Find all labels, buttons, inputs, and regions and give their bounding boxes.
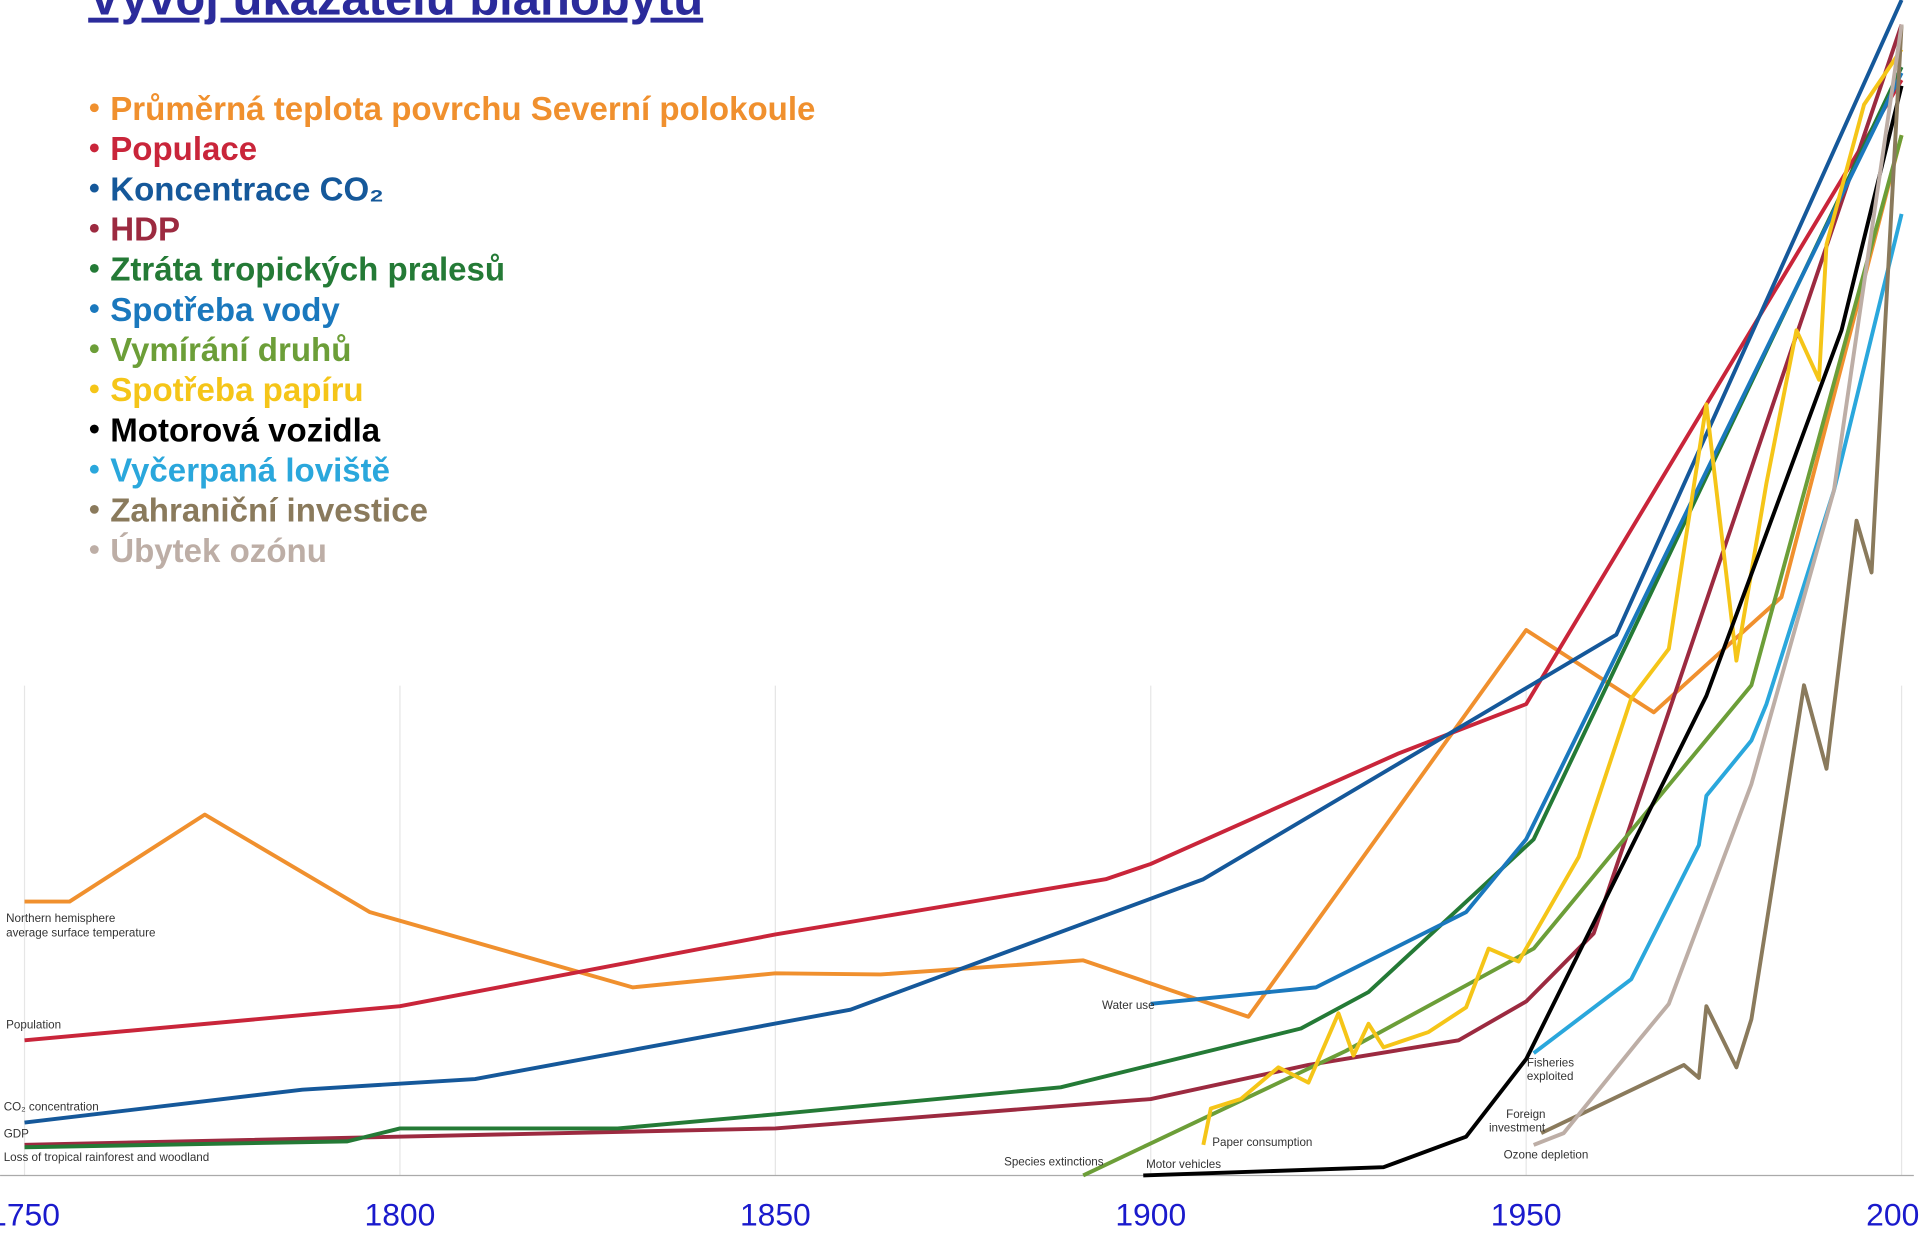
series-label: Ozone depletion: [1504, 1148, 1589, 1161]
legend-entry: Koncentrace CO₂: [110, 171, 384, 208]
legend-bullet: [89, 304, 99, 313]
legend-entry: Populace: [110, 131, 257, 168]
x-tick-label: 1800: [365, 1197, 436, 1233]
series-label: investment: [1489, 1121, 1546, 1134]
legend-entry: Vymírání druhů: [110, 332, 351, 369]
x-tick-label: 1750: [0, 1197, 60, 1233]
series-label: exploited: [1527, 1070, 1574, 1083]
legend-bullet: [89, 464, 99, 474]
series-label: CO₂ concentration: [4, 1101, 99, 1114]
legend-entry: Spotřeba vody: [110, 292, 340, 329]
series-label: Loss of tropical rainforest and woodland: [4, 1151, 210, 1164]
x-tick-label: 1900: [1115, 1197, 1186, 1233]
chart-title: Vývoj ukazatelů blahobytu: [88, 0, 703, 26]
series-line: [24, 134, 1904, 1019]
x-tick-label: 2000: [1866, 1197, 1920, 1233]
series-line: [1143, 85, 1904, 1178]
series-line: [1532, 24, 1904, 1147]
legend-bullet: [89, 263, 99, 273]
legend-bullet: [89, 384, 99, 394]
series-label: Northern hemisphere: [6, 912, 115, 925]
legend-bullet: [89, 344, 99, 354]
legend-bullet: [89, 504, 99, 514]
x-tick-label: 1950: [1491, 1197, 1562, 1233]
series-label: Motor vehicles: [1146, 1158, 1221, 1171]
series-label: Fisheries: [1527, 1056, 1574, 1069]
legend-bullet: [89, 223, 99, 233]
series-line: [24, 66, 1904, 1150]
legend-entry: Průměrná teplota povrchu Severní polokou…: [110, 91, 815, 128]
legend-bullet: [89, 424, 99, 434]
legend-bullet: [89, 183, 99, 193]
series-label: Foreign: [1506, 1108, 1545, 1121]
legend-entry: Zahraniční investice: [110, 493, 428, 530]
plot: [0, 0, 1914, 1178]
legend-entry: HDP: [110, 211, 180, 248]
legend-bullet: [89, 103, 99, 113]
series-label: Paper consumption: [1212, 1136, 1312, 1149]
series-label: average surface temperature: [6, 927, 155, 940]
legend-bullet: [89, 143, 99, 153]
series-label: Species extinctions: [1004, 1156, 1104, 1169]
legend-entry: Vyčerpaná loviště: [110, 452, 390, 489]
legend-bullet: [89, 545, 99, 554]
legend-entry: Ztráta tropických pralesů: [110, 252, 505, 289]
series-line: [1540, 24, 1904, 1135]
series-label: GDP: [4, 1127, 29, 1140]
legend-entry: Spotřeba papíru: [110, 372, 363, 409]
series-label: Water use: [1102, 999, 1155, 1012]
series-line: [1201, 48, 1904, 1146]
legend-entry: Úbytek ozónu: [110, 532, 327, 570]
series-line: [24, 78, 1904, 1043]
legend-entry: Motorová vozidla: [110, 412, 381, 449]
series-line: [24, 0, 1904, 1125]
series-line: [1150, 72, 1904, 1006]
series-label: Population: [6, 1019, 61, 1032]
x-tick-label: 1850: [740, 1197, 811, 1233]
series-line: [1082, 134, 1904, 1178]
